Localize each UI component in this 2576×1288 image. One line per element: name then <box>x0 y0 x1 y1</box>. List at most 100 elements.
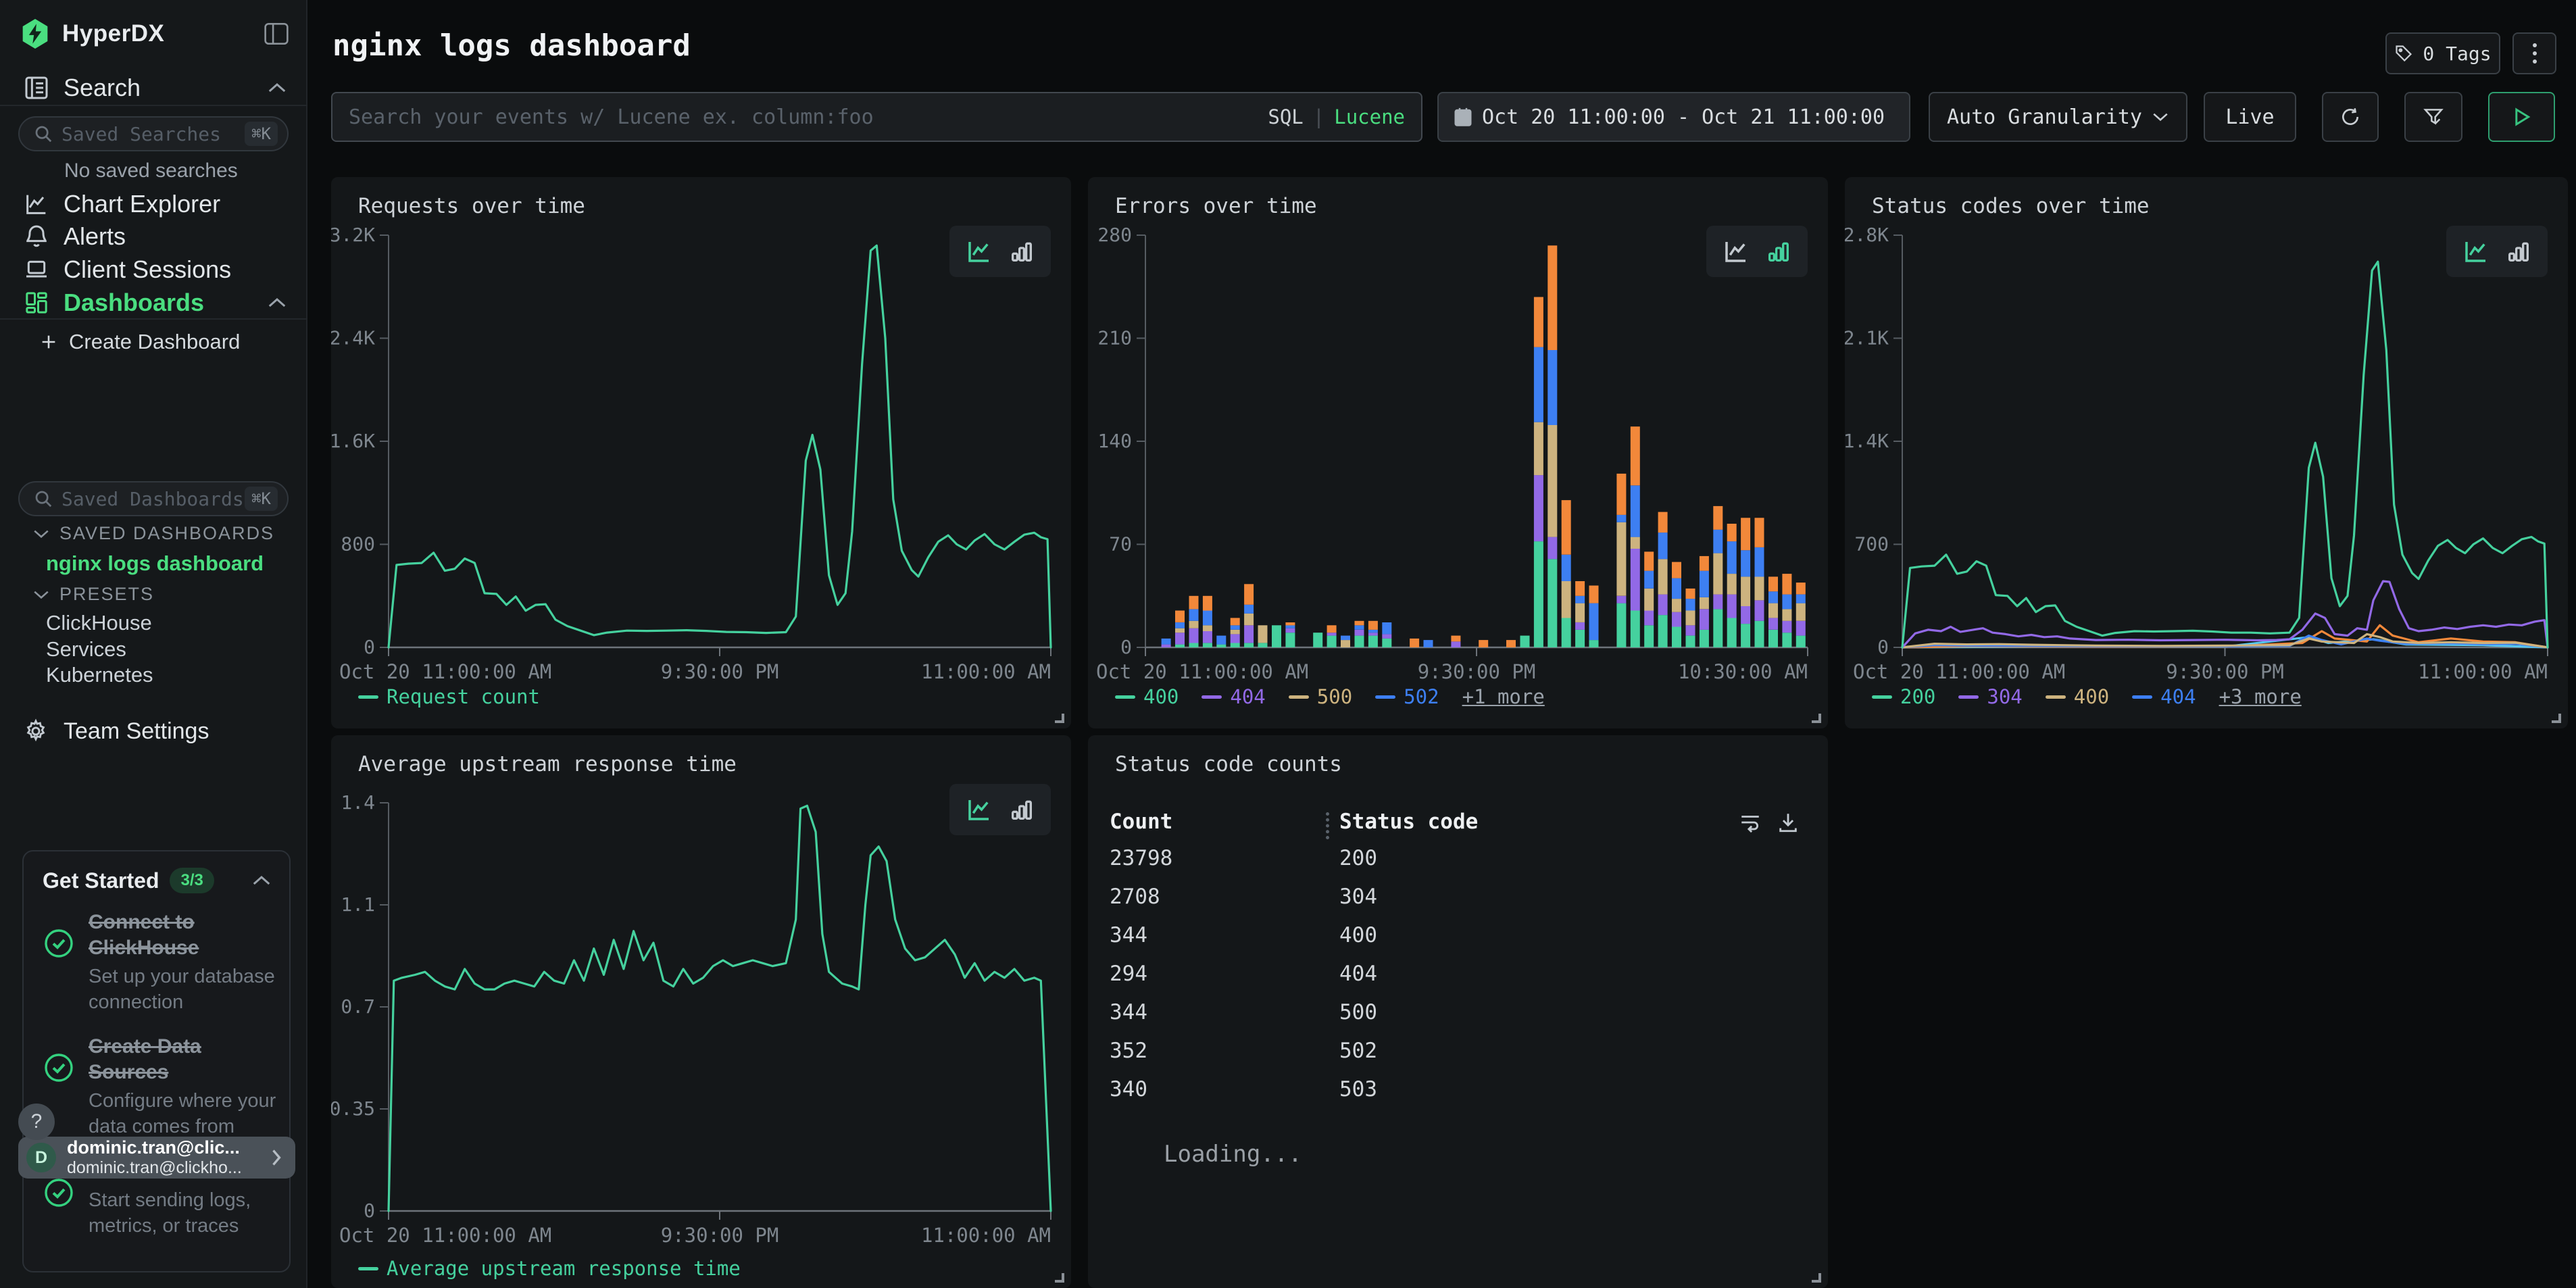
bar-segment-404 <box>1382 634 1391 639</box>
brand-title: HyperDX <box>62 20 164 47</box>
legend-item-Request count[interactable]: Request count <box>358 685 540 708</box>
legend-item-400[interactable]: 400 <box>2046 685 2109 708</box>
tags-button[interactable]: 0 Tags <box>2385 32 2500 74</box>
cell-count: 23798 <box>1110 846 1172 870</box>
y-axis-label: 1.4K <box>1845 430 1889 452</box>
legend-more-link[interactable]: +1 more <box>1462 685 1545 708</box>
live-button[interactable]: Live <box>2204 92 2296 142</box>
bar-segment-502 <box>1244 605 1254 614</box>
panel-resize-handle[interactable] <box>1812 714 1821 723</box>
bar-segment-503 <box>1741 518 1750 550</box>
sidebar-item-search[interactable]: Search <box>0 72 307 104</box>
sidebar-item-preset-services[interactable]: Services <box>46 637 126 662</box>
line-chart-icon[interactable] <box>965 237 993 266</box>
sidebar-collapse-icon[interactable] <box>263 22 290 46</box>
legend-item-500[interactable]: 500 <box>1289 685 1352 708</box>
sidebar-item-alerts[interactable]: Alerts <box>0 220 307 253</box>
legend-item-Average upstream response time[interactable]: Average upstream response time <box>358 1257 741 1280</box>
saved-searches-search[interactable]: ⌘K <box>18 116 289 151</box>
sidebar-item-team-settings[interactable]: Team Settings <box>0 715 307 747</box>
sql-mode-toggle[interactable]: SQL <box>1268 105 1303 128</box>
filter-button[interactable] <box>2404 92 2462 142</box>
event-search-input[interactable] <box>349 105 1268 129</box>
bar-chart-icon[interactable] <box>1765 238 1792 265</box>
column-drag-handle[interactable] <box>1326 812 1329 839</box>
bar-segment-400 <box>1589 640 1599 647</box>
get-started-item[interactable]: Connect to ClickHouse Set up your databa… <box>24 900 289 1024</box>
bar-segment-502 <box>1341 636 1350 641</box>
sidebar-item-label: Chart Explorer <box>64 190 220 218</box>
event-search-bar[interactable]: SQL | Lucene <box>331 92 1422 142</box>
bar-segment-400 <box>1575 630 1585 647</box>
presets-section-header[interactable]: PRESETS <box>32 584 154 605</box>
date-range-value: Oct 20 11:00:00 - Oct 21 11:00:00 <box>1482 105 1885 129</box>
panel-resize-handle[interactable] <box>1055 1273 1064 1283</box>
bar-segment-400 <box>1313 633 1322 647</box>
bar-chart-icon[interactable] <box>1008 796 1035 823</box>
run-query-button[interactable] <box>2488 92 2555 142</box>
line-chart-icon[interactable] <box>2462 237 2490 266</box>
create-dashboard-button[interactable]: Create Dashboard <box>39 330 240 354</box>
bar-segment-503 <box>1631 426 1640 485</box>
sidebar-item-client-sessions[interactable]: Client Sessions <box>0 253 307 286</box>
legend-item-200[interactable]: 200 <box>1872 685 1935 708</box>
y-axis-label: 1.1 <box>341 893 375 916</box>
column-header-count[interactable]: Count <box>1110 810 1172 834</box>
sidebar-item-preset-kubernetes[interactable]: Kubernetes <box>46 663 153 687</box>
user-menu[interactable]: D dominic.tran@clic... dominic.tran@clic… <box>18 1137 295 1179</box>
legend-item-404[interactable]: 404 <box>2132 685 2196 708</box>
y-axis-label: 0.35 <box>331 1097 375 1120</box>
bar-segment-503 <box>1285 622 1295 625</box>
lucene-mode-toggle[interactable]: Lucene <box>1334 105 1405 128</box>
bar-segment-503 <box>1589 586 1599 603</box>
download-icon[interactable] <box>1777 811 1800 834</box>
date-range-picker[interactable]: Oct 20 11:00:00 - Oct 21 11:00:00 <box>1437 92 1910 142</box>
panel-resize-handle[interactable] <box>2552 714 2561 723</box>
bar-segment-404 <box>1796 621 1806 636</box>
chevron-up-icon[interactable] <box>251 874 272 887</box>
line-chart-icon[interactable] <box>1722 237 1750 266</box>
column-header-status-code[interactable]: Status code <box>1339 810 1478 834</box>
cell-status-code: 503 <box>1339 1077 1377 1101</box>
legend-item-304[interactable]: 304 <box>1958 685 2022 708</box>
saved-searches-input[interactable] <box>61 123 245 145</box>
granularity-select[interactable]: Auto Granularity <box>1929 92 2187 142</box>
legend-item-502[interactable]: 502 <box>1375 685 1439 708</box>
check-circle-icon <box>43 1176 75 1239</box>
legend-item-400[interactable]: 400 <box>1115 685 1179 708</box>
gear-icon <box>23 718 53 744</box>
bar-segment-503 <box>1713 506 1723 530</box>
bar-segment-500 <box>1644 589 1654 611</box>
logo-row: HyperDX <box>20 15 290 53</box>
saved-dashboards-section-header[interactable]: SAVED DASHBOARDS <box>32 523 274 544</box>
sidebar-item-label: Dashboards <box>64 289 204 317</box>
legend-swatch <box>1202 695 1222 699</box>
saved-dashboards-input[interactable] <box>61 488 245 510</box>
sidebar-item-dashboards[interactable]: Dashboards <box>0 287 307 319</box>
panel-menu-button[interactable] <box>2512 32 2556 74</box>
y-axis-label: 3.2K <box>331 224 375 246</box>
sidebar-item-preset-clickhouse[interactable]: ClickHouse <box>46 611 152 635</box>
panel-resize-handle[interactable] <box>1055 714 1064 723</box>
bar-chart-icon[interactable] <box>1008 238 1035 265</box>
x-axis-label: 9:30:00 PM <box>2166 660 2284 683</box>
legend-item-404[interactable]: 404 <box>1202 685 1265 708</box>
panel-status-code-counts: Status code counts Count Status code 237… <box>1088 735 1828 1288</box>
bar-segment-404 <box>1768 618 1778 629</box>
bar-segment-404 <box>1355 630 1364 636</box>
bar-chart-icon[interactable] <box>2505 238 2532 265</box>
bar-segment-400 <box>1672 627 1681 648</box>
refresh-button[interactable] <box>2322 92 2379 142</box>
bar-segment-400 <box>1272 625 1281 647</box>
panel-title: Status code counts <box>1115 752 1342 776</box>
saved-dashboards-search[interactable]: ⌘K <box>18 481 289 516</box>
legend-more-link[interactable]: +3 more <box>2219 685 2302 708</box>
get-started-item[interactable]: Create Data Sources Configure where your… <box>24 1024 289 1149</box>
wrap-lines-icon[interactable] <box>1739 811 1762 834</box>
sidebar-item-nginx-dashboard[interactable]: nginx logs dashboard <box>46 551 264 576</box>
panel-resize-handle[interactable] <box>1812 1273 1821 1283</box>
help-button[interactable]: ? <box>18 1104 55 1140</box>
sidebar-item-chart-explorer[interactable]: Chart Explorer <box>0 188 307 220</box>
line-chart-icon[interactable] <box>965 795 993 824</box>
bar-segment-503 <box>1231 618 1240 625</box>
